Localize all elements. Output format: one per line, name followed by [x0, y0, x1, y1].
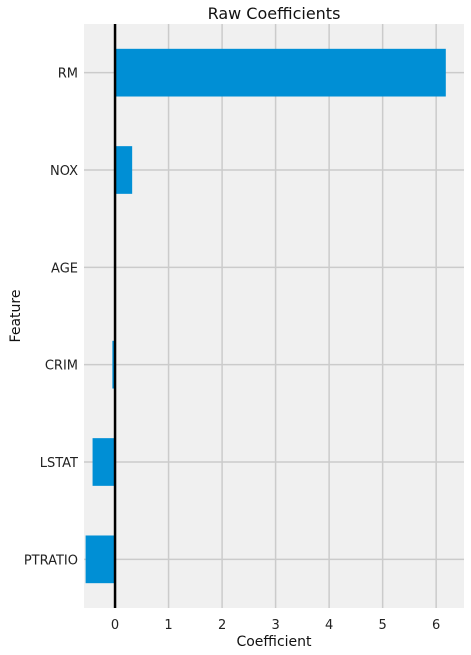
bars — [85, 48, 446, 584]
bar-crim — [112, 340, 116, 389]
grid-lines — [84, 24, 464, 608]
y-tick-labels: RM NOX AGE CRIM LSTAT PTRATIO — [24, 67, 78, 569]
y-tick-label: NOX — [50, 164, 78, 179]
y-axis-title: Feature — [8, 290, 24, 343]
x-tick-label: 5 — [379, 618, 387, 633]
chart-title: Raw Coefficients — [208, 4, 341, 23]
plot-background — [84, 24, 464, 608]
x-tick-label: 3 — [271, 618, 279, 633]
y-tick-label: AGE — [51, 261, 78, 276]
y-tick-label: CRIM — [45, 359, 78, 374]
bar-lstat — [92, 438, 116, 486]
x-tick-label: 6 — [432, 618, 440, 633]
bar-ptratio — [85, 535, 116, 584]
x-axis-title: Coefficient — [236, 634, 312, 650]
y-tick-label: PTRATIO — [24, 553, 78, 568]
y-tick-label: RM — [58, 67, 78, 82]
x-tick-labels: 0 1 2 3 4 5 6 — [111, 618, 440, 633]
x-tick-label: 2 — [218, 618, 226, 633]
y-tick-label: LSTAT — [40, 456, 78, 471]
bar-rm — [115, 48, 446, 97]
x-tick-label: 4 — [325, 618, 333, 633]
x-tick-label: 0 — [111, 618, 119, 633]
bar-nox — [115, 146, 133, 194]
x-tick-label: 1 — [164, 618, 172, 633]
